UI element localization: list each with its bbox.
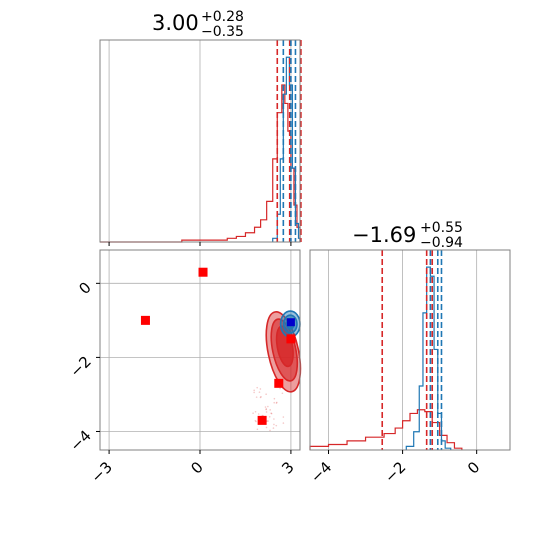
posterior-sample-dot [264,406,267,408]
ticks-param2-marginal: −4 −2 0 [307,450,483,486]
joint-xtick-label-2: 3 [278,458,297,477]
joint-ytick-label-1: −2 [66,353,94,381]
posterior-sample-dot [255,420,257,423]
posterior-sample-dot [259,388,262,390]
posterior-sample-dot [268,415,271,418]
param2-marginal-xtick-label-2: 0 [464,458,483,477]
param2-title-plus: +0.55 [420,220,463,236]
joint-ytick-label-2: 0 [75,278,94,297]
posterior-sample-dot [272,427,275,429]
posterior-sample-dot [279,387,281,390]
grid-param2-marginal [328,250,478,450]
joint-xtick-label-0: −3 [88,458,116,486]
marginal-panel-param1: 3.00 +0.28 −0.35 [99,9,302,246]
posterior-sample-dot [265,393,267,396]
truth-marker [286,318,295,327]
red-square-marker [257,415,267,425]
posterior-sample-dot [273,397,276,400]
posterior-sample-dot [281,392,284,395]
posterior-sample-dot [270,412,273,415]
panel-frame-param2 [309,249,511,451]
posterior-sample-dot [266,420,269,422]
posterior-sample-dot [282,422,285,424]
param2-marginal-xtick-label-0: −4 [307,458,335,486]
posterior-sample-dot [259,396,262,399]
posterior-sample-dot [275,424,278,427]
posterior-sample-dot [269,409,271,411]
posterior-sample-dot [275,402,278,404]
ticks-joint: −3 0 3 −4 −2 0 [66,278,297,486]
posterior-sample-dot [265,408,267,411]
param1-title-value: 3.00 [152,11,199,35]
posterior-sample-dot [258,391,261,393]
posterior-sample-dot [256,428,259,431]
posterior-sample-dot [256,386,258,389]
posterior-sample-dot [273,418,275,420]
red-square-marker [198,267,208,277]
joint-xtick-label-1: 0 [187,458,206,477]
posterior-sample-dot [260,395,262,398]
posterior-sample-dot [282,416,285,418]
grid-param1-marginal [108,40,292,242]
posterior-sample-dot [265,411,268,413]
param2-title-value: −1.69 [352,223,416,247]
red-square-marker [286,334,296,344]
param2-hist-blue [405,266,452,450]
posterior-sample-dot [269,429,271,432]
quantile-lines-param1 [276,40,302,242]
red-square-marker [274,378,284,388]
param2-hist-red [309,409,463,450]
param1-title-plus: +0.28 [201,9,244,25]
ticks-param1-marginal [108,242,292,246]
posterior-sample-dot [254,410,257,413]
posterior-sample-dot [273,423,275,426]
posterior-sample-dot [276,401,278,404]
posterior-sample-dots [252,386,285,432]
posterior-sample-dot [267,420,269,422]
posterior-sample-dot [265,408,268,410]
scatter-markers [140,267,296,425]
posterior-sample-dot [255,396,258,398]
posterior-sample-dot [253,389,255,392]
red-square-marker [140,315,150,325]
joint-ytick-label-0: −4 [66,427,94,455]
param2-marginal-xtick-label-1: −2 [381,458,409,486]
joint-panel: −3 0 3 −4 −2 0 [66,249,302,486]
posterior-sample-dot [270,412,272,415]
quantile-lines-param2 [381,250,443,450]
posterior-sample-dot [257,413,260,415]
param1-title-minus: −0.35 [201,24,244,40]
posterior-sample-dot [252,412,254,414]
posterior-sample-dot [267,405,269,408]
posterior-sample-dot [273,401,276,404]
posterior-sample-dot [253,391,255,394]
posterior-sample-dot [265,426,268,429]
posterior-sample-dot [254,419,257,422]
param2-title-minus: −0.94 [420,235,463,251]
marginal-panel-param2: −4 −2 0 −1.69 +0.55 −0.94 [307,220,511,486]
histograms-param2 [309,266,463,450]
